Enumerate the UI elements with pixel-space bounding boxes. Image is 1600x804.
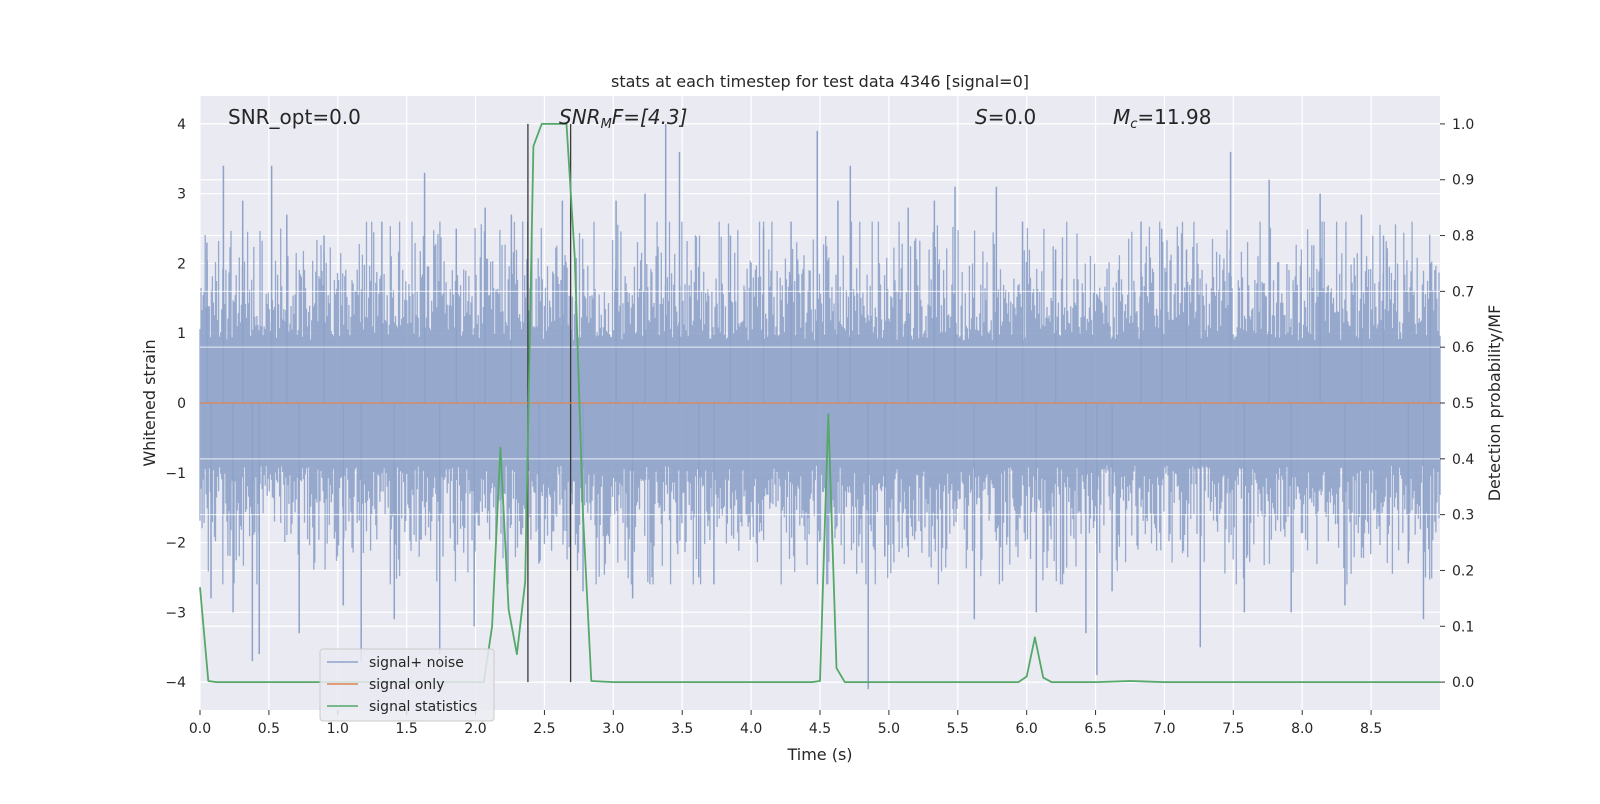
y-tick-label: −2 xyxy=(165,536,186,552)
annotation-snr-mf: SNRMF=[4.3] xyxy=(559,105,687,132)
legend-label-signal-noise: signal+ noise xyxy=(369,655,464,671)
annotation-mc-rest: =11.98 xyxy=(1137,105,1211,129)
y-tick-label: 0 xyxy=(177,396,186,412)
x-tick-label: 6.0 xyxy=(1016,721,1038,737)
annotation-mc: Mc=11.98 xyxy=(1113,105,1211,132)
x-tick-label: 2.0 xyxy=(464,721,486,737)
x-tick-label: 7.5 xyxy=(1222,721,1244,737)
y-right-tick-label: 0.7 xyxy=(1452,284,1474,300)
x-tick-label: 1.0 xyxy=(327,721,349,737)
y-tick-label: 1 xyxy=(177,326,186,342)
y-right-tick-label: 1.0 xyxy=(1452,117,1474,133)
noise-trace xyxy=(199,221,1441,585)
chart-title: stats at each timestep for test data 434… xyxy=(611,72,1029,91)
annotation-snr-mf-rest: F=[4.3] xyxy=(612,105,688,129)
y-right-tick-label: 0.6 xyxy=(1452,340,1474,356)
y-right-tick-label: 0.1 xyxy=(1452,619,1474,635)
y-right-tick-label: 0.5 xyxy=(1452,396,1474,412)
y-right-tick-label: 0.8 xyxy=(1452,229,1474,245)
x-tick-label: 4.0 xyxy=(740,721,762,737)
y-right-tick-label: 0.2 xyxy=(1452,563,1474,579)
y-tick-label: −4 xyxy=(165,675,186,691)
x-tick-label: 0.5 xyxy=(258,721,280,737)
annotation-s: S=0.0 xyxy=(975,105,1036,129)
y-right-tick-label: 0.9 xyxy=(1452,173,1474,189)
y-right-axis-label: Detection probability/MF xyxy=(1485,305,1504,502)
y-axis-label: Whitened strain xyxy=(140,339,159,466)
legend: signal+ noise signal only signal statist… xyxy=(319,648,495,722)
x-tick-label: 8.0 xyxy=(1291,721,1313,737)
annotation-mc-main: M xyxy=(1113,105,1130,129)
y-tick-label: 3 xyxy=(177,187,186,203)
y-tick-label: −3 xyxy=(165,605,186,621)
y-right-tick-label: 0.0 xyxy=(1452,675,1474,691)
y-right-ticks: 0.0 0.1 0.2 0.3 0.4 0.5 0.6 0.7 0.8 0.9 1.0 xyxy=(1440,117,1474,691)
y-right-tick-label: 0.3 xyxy=(1452,508,1474,524)
x-tick-label: 5.5 xyxy=(947,721,969,737)
x-tick-label: 3.0 xyxy=(602,721,624,737)
y-tick-label: 4 xyxy=(177,117,186,133)
x-tick-label: 6.5 xyxy=(1084,721,1106,737)
x-tick-label: 7.0 xyxy=(1153,721,1175,737)
x-tick-label: 1.5 xyxy=(396,721,418,737)
y-right-tick-label: 0.4 xyxy=(1452,452,1474,468)
annotation-snr-opt: SNR_opt=0.0 xyxy=(228,105,361,129)
x-tick-label: 0.0 xyxy=(189,721,211,737)
signal-noise-series xyxy=(199,123,1441,690)
y-ticks: −4 −3 −2 −1 0 1 2 3 4 xyxy=(165,117,186,691)
x-tick-label: 3.5 xyxy=(671,721,693,737)
x-tick-label: 8.5 xyxy=(1360,721,1382,737)
x-tick-label: 4.5 xyxy=(809,721,831,737)
x-tick-label: 2.5 xyxy=(533,721,555,737)
legend-label-signal-statistics: signal statistics xyxy=(369,699,477,715)
x-tick-label: 5.0 xyxy=(878,721,900,737)
x-ticks: 0.0 0.5 1.0 1.5 2.0 2.5 3.0 3.5 4.0 4.5 5.0 5.5 6.0 6… xyxy=(189,710,1382,737)
x-axis-label: Time (s) xyxy=(786,745,852,764)
y-tick-label: 2 xyxy=(177,256,186,272)
annotation-snr-mf-sub: M xyxy=(601,117,612,132)
annotation-s-main: S xyxy=(975,105,988,129)
legend-box xyxy=(319,648,495,722)
annotation-snr-mf-main: SNR xyxy=(559,105,601,129)
y-tick-label: −1 xyxy=(165,466,186,482)
annotation-mc-sub: c xyxy=(1130,117,1137,132)
legend-label-signal-only: signal only xyxy=(369,677,444,693)
annotation-s-rest: =0.0 xyxy=(988,105,1037,129)
